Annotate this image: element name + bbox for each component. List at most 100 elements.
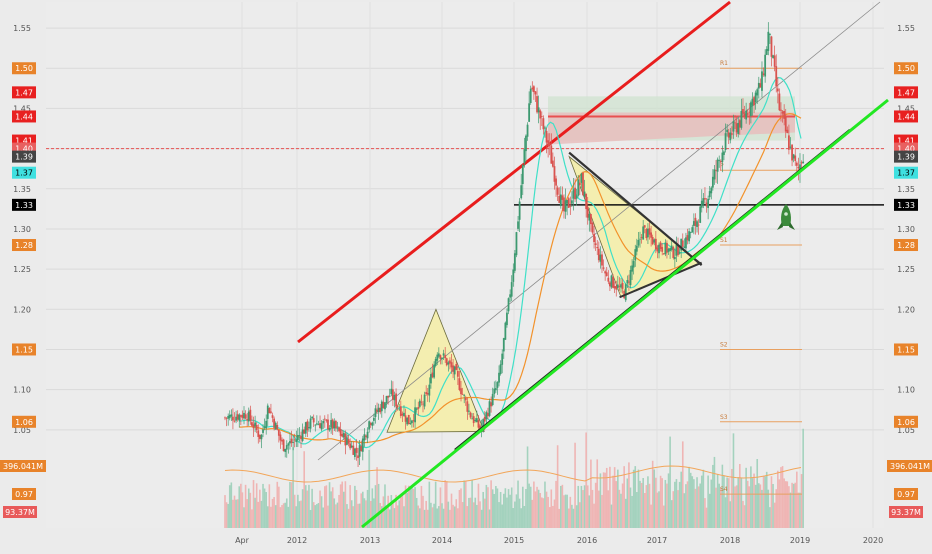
volume-bar	[607, 490, 610, 528]
volume-bar	[769, 507, 771, 528]
y-tick-label-left: 1.55	[13, 24, 31, 33]
volume-bar	[263, 488, 266, 528]
volume-bar	[420, 485, 423, 528]
candle-body	[276, 425, 279, 430]
volume-bar	[339, 484, 342, 528]
volume-bar	[320, 496, 323, 528]
candle-body	[537, 107, 540, 113]
volume-bar	[327, 505, 329, 528]
candle-body	[479, 425, 481, 430]
candle-body	[754, 92, 757, 103]
volume-bar	[742, 500, 744, 528]
volume-bar	[586, 485, 589, 528]
volume-bar	[384, 484, 386, 528]
volume-bar	[496, 488, 499, 528]
candle-body	[330, 420, 333, 428]
volume-bar	[748, 486, 751, 528]
volume-bar	[637, 469, 640, 528]
volume-bar	[750, 466, 752, 528]
candle-body	[740, 110, 743, 128]
candle-body	[327, 419, 329, 430]
candle-body	[762, 73, 765, 75]
candle-body	[409, 422, 412, 424]
price-tag-left: 1.47	[12, 86, 36, 99]
candle-body	[735, 123, 738, 133]
candle-body	[800, 162, 803, 164]
candle-body	[749, 102, 752, 116]
candle-body	[246, 419, 249, 421]
pivot-label: S3	[720, 414, 728, 421]
candle-body	[403, 412, 405, 416]
volume-bar	[385, 505, 388, 528]
candle-body	[691, 227, 694, 233]
candle-body	[788, 135, 790, 150]
tag-background	[12, 415, 36, 428]
candle-body	[797, 166, 800, 169]
volume-bar	[483, 498, 486, 528]
price-tag-right: 1.50	[894, 62, 918, 75]
candle-body	[539, 110, 542, 119]
candle-body	[772, 55, 774, 59]
candle-body	[412, 420, 415, 422]
volume-bar	[240, 483, 242, 528]
volume-bar	[442, 508, 445, 528]
volume-bar	[227, 503, 229, 528]
volume-bar	[615, 481, 618, 528]
volume-bar	[431, 507, 434, 528]
volume-bar	[487, 487, 489, 528]
candle-body	[783, 110, 786, 119]
volume-bar	[502, 493, 505, 528]
volume-bar	[781, 466, 784, 528]
candle-body	[719, 161, 722, 163]
candle-body	[460, 388, 462, 395]
volume-bar	[260, 500, 263, 528]
candle-body	[263, 426, 266, 428]
wedge-lower-line	[619, 261, 703, 299]
candle-body	[743, 113, 746, 117]
candle-body	[368, 421, 371, 430]
tag-text: 1.33	[15, 201, 33, 210]
candle-body	[411, 420, 413, 424]
price-tag-right: 1.39	[894, 150, 918, 163]
volume-bar	[509, 494, 511, 528]
candle-body	[392, 389, 394, 400]
candle-body	[531, 87, 534, 90]
candle-body	[257, 430, 260, 437]
volume-bar	[526, 446, 529, 528]
candle-body	[718, 160, 721, 161]
volume-bar	[392, 502, 394, 528]
candle-body	[683, 246, 686, 249]
volume-bar	[390, 495, 393, 528]
candle-body	[430, 374, 432, 384]
candle-body	[232, 416, 234, 421]
candle-body	[672, 247, 675, 258]
volume-bar	[243, 507, 245, 528]
tag-background	[12, 239, 36, 252]
candle-body	[224, 417, 226, 419]
volume-bar	[734, 486, 736, 528]
candle-body	[342, 432, 345, 438]
candle-body	[247, 411, 250, 422]
volume-bar	[677, 490, 679, 528]
candle-body	[273, 418, 276, 428]
x-tick-label: 2019	[790, 536, 810, 545]
volume-bar	[490, 480, 492, 528]
volume-tag-left: 0.97	[12, 488, 36, 500]
volume-bar	[751, 478, 754, 528]
x-tick-label: 2014	[432, 536, 452, 545]
volume-bar	[572, 508, 575, 528]
volume-bar	[510, 487, 513, 528]
candle-body	[235, 416, 237, 421]
x-tick-label: 2017	[647, 536, 667, 545]
volume-bar	[620, 493, 622, 528]
candle-body	[635, 245, 638, 252]
volume-bar	[726, 477, 728, 528]
volume-bar	[773, 502, 776, 528]
y-tick-label-left: 1.25	[13, 265, 31, 274]
volume-bar	[802, 428, 804, 528]
volume-bar	[514, 501, 516, 528]
volume-bar	[640, 482, 643, 528]
tag-background	[894, 415, 918, 428]
candle-body	[724, 133, 727, 151]
volume-bar	[699, 483, 701, 528]
